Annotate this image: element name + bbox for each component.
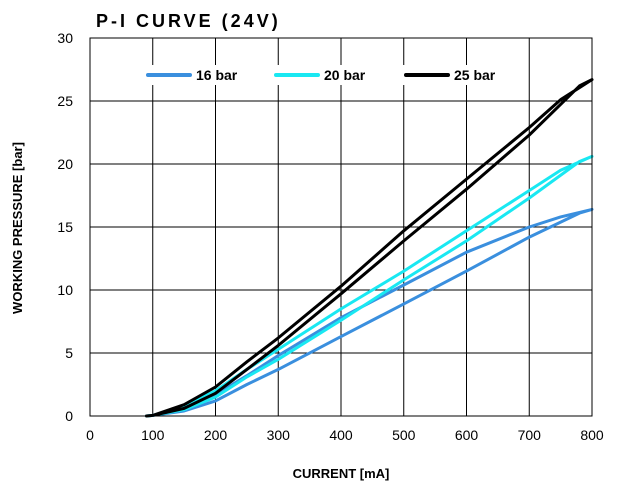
legend-label: 25 bar — [454, 67, 496, 83]
grid — [90, 38, 592, 416]
y-tick-label: 15 — [57, 219, 73, 235]
legend-item-background — [272, 65, 392, 85]
x-tick-label: 300 — [267, 427, 291, 443]
x-axis-title: CURRENT [mA] — [293, 466, 390, 481]
legend-item-background — [144, 65, 264, 85]
y-tick-label: 20 — [57, 156, 73, 172]
x-tick-label: 600 — [455, 427, 479, 443]
legend-item-background — [402, 65, 522, 85]
x-tick-label: 500 — [392, 427, 416, 443]
legend-label: 16 bar — [196, 67, 238, 83]
y-tick-label: 0 — [65, 408, 73, 424]
x-tick-label: 800 — [580, 427, 604, 443]
x-tick-label: 700 — [518, 427, 542, 443]
x-tick-label: 100 — [141, 427, 165, 443]
y-tick-label: 30 — [57, 30, 73, 46]
plot-border — [89, 37, 593, 417]
tick-labels: 0 100 200 300 400 500 600 700 800 0 5 10 15 20 25 30 — [57, 30, 603, 443]
legend: 16 bar 20 bar 25 bar — [144, 65, 522, 85]
y-tick-label: 25 — [57, 93, 73, 109]
y-tick-label: 5 — [65, 345, 73, 361]
x-tick-label: 400 — [329, 427, 353, 443]
plot-frame — [89, 37, 593, 417]
y-axis-title: WORKING PRESSURE [bar] — [10, 142, 25, 314]
y-tick-label: 10 — [57, 282, 73, 298]
chart-title: P-I CURVE (24V) — [96, 11, 281, 31]
legend-label: 20 bar — [324, 67, 366, 83]
x-tick-label: 0 — [86, 427, 94, 443]
x-tick-label: 200 — [204, 427, 228, 443]
